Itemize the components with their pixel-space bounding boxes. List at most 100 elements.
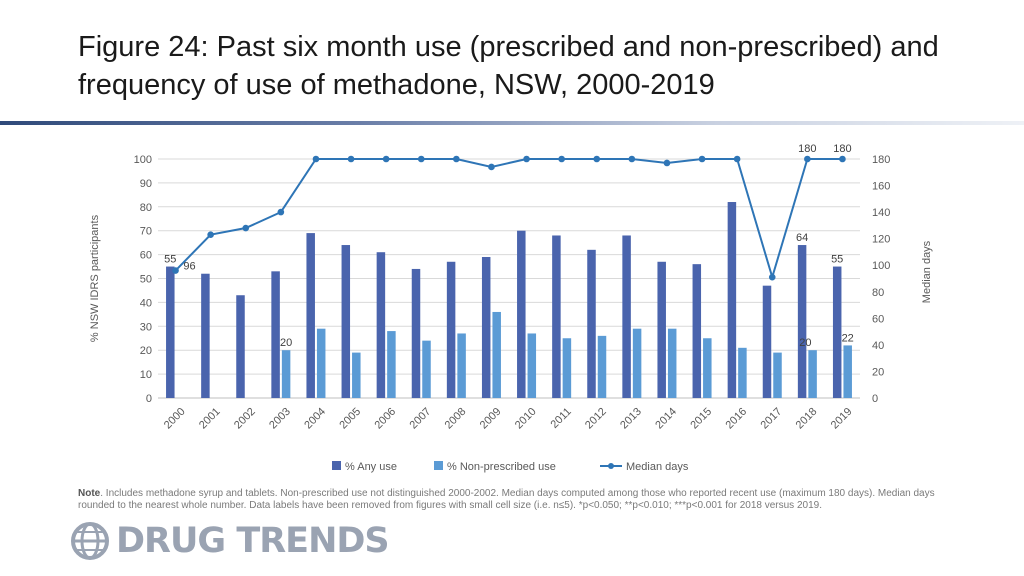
bar-non-prescribed-use: [457, 333, 466, 398]
legend-swatch: [434, 461, 443, 470]
bar-non-prescribed-use: [492, 311, 501, 398]
chart-note: Note. Includes methadone syrup and table…: [78, 488, 958, 512]
y-tick-label: 80: [140, 202, 152, 214]
bar-non-prescribed-use: [422, 340, 431, 398]
median-days-point: [488, 163, 495, 171]
x-tick-label: 2008: [443, 406, 469, 432]
bar-any-use: [622, 235, 631, 398]
x-tick-label: 2006: [372, 406, 398, 432]
globe-icon: [71, 522, 109, 560]
bar-non-prescribed-use: [387, 331, 396, 398]
y-tick-label: 20: [140, 345, 152, 357]
median-days-point: [804, 155, 811, 163]
bar-any-use: [552, 235, 561, 398]
x-tick-label: 2001: [197, 406, 223, 432]
x-tick-label: 2019: [829, 406, 855, 432]
bar-any-use: [166, 266, 175, 398]
median-days-point: [698, 155, 706, 163]
bar-non-prescribed-use: [773, 352, 782, 398]
x-tick-label: 2012: [583, 406, 609, 432]
x-tick-label: 2004: [302, 406, 328, 432]
bar-non-prescribed-use: [667, 328, 677, 398]
y-tick-label: 50: [140, 274, 152, 286]
bar-non-prescribed-use: [632, 328, 642, 398]
median-days-point: [453, 155, 460, 163]
bar-any-use: [201, 273, 210, 398]
bar-any-use: [587, 249, 596, 398]
bar-non-prescribed-use: [843, 345, 852, 398]
y-axis-label: % NSW IDRS participants: [89, 214, 101, 342]
legend-swatch: [332, 461, 341, 470]
y-tick-label: 70: [140, 226, 152, 238]
bar-non-prescribed-use: [808, 350, 817, 398]
x-tick-label: 2003: [267, 406, 293, 432]
bar-non-prescribed-use: [316, 328, 326, 398]
legend-label: Median days: [626, 461, 689, 473]
y2-tick-label: 40: [872, 340, 884, 352]
median-days-line: [174, 158, 843, 281]
median-days-point: [593, 155, 601, 163]
bar-any-use: [376, 252, 386, 398]
median-days-point: [417, 155, 425, 163]
bar-any-use: [762, 285, 772, 398]
bar-non-prescribed-use: [597, 335, 607, 398]
bar-non-prescribed-use: [562, 338, 572, 398]
bar-any-use: [271, 271, 280, 398]
y-tick-label: 0: [146, 393, 152, 405]
methadone-chart: 0 10 20 30 40 50 60 70 80 90 100 0 20 40 60 80 100 120 140…: [89, 143, 933, 473]
x-tick-label: 2015: [688, 406, 714, 432]
note-label: Note: [78, 488, 101, 499]
bar-any-use: [727, 202, 737, 398]
y-tick-label: 10: [140, 369, 152, 381]
x-tick-label: 2013: [618, 406, 644, 432]
y2-tick-label: 0: [872, 393, 878, 405]
y2-tick-label: 80: [872, 287, 884, 299]
bar-any-use: [797, 245, 807, 398]
data-label: 96: [183, 261, 195, 273]
data-label: 55: [164, 254, 176, 266]
median-days-point: [768, 273, 776, 281]
page-title: Figure 24: Past six month use (prescribe…: [78, 31, 939, 101]
bar-any-use: [832, 266, 842, 398]
bar-any-use: [657, 261, 666, 398]
x-tick-label: 2000: [162, 406, 188, 432]
y-tick-label: 90: [140, 178, 152, 190]
median-days-point: [242, 224, 250, 232]
median-days-point: [523, 155, 530, 163]
legend-label: % Any use: [345, 461, 397, 473]
x-tick-label: 2007: [408, 406, 434, 432]
bar-any-use: [517, 230, 526, 398]
data-label: 55: [831, 254, 843, 266]
bar-any-use: [481, 256, 491, 398]
data-label: 22: [842, 332, 854, 344]
y2-tick-label: 20: [872, 366, 884, 378]
median-days-point: [733, 155, 741, 163]
y-tick-label: 100: [134, 154, 152, 166]
bar-any-use: [446, 261, 456, 398]
title-divider: [0, 121, 1024, 125]
median-days-point: [277, 208, 285, 216]
x-tick-label: 2014: [653, 406, 679, 432]
bar-non-prescribed-use: [281, 350, 291, 398]
bar-any-use: [411, 268, 421, 398]
y-tick-label: 30: [140, 321, 152, 333]
x-tick-label: 2010: [513, 406, 539, 432]
y2-tick-label: 140: [872, 207, 890, 219]
bar-any-use: [306, 233, 315, 398]
median-days-point: [312, 155, 320, 163]
x-tick-label: 2011: [549, 406, 574, 431]
data-label: 180: [798, 143, 816, 155]
median-days-point: [172, 267, 179, 274]
data-label: 20: [280, 337, 292, 349]
bar-non-prescribed-use: [527, 333, 537, 398]
data-label: 180: [833, 143, 851, 155]
x-tick-label: 2018: [794, 406, 820, 432]
median-days-point: [207, 231, 214, 238]
legend-label: % Non-prescribed use: [447, 461, 556, 473]
bar-any-use: [341, 245, 351, 398]
x-tick-label: 2005: [337, 406, 363, 432]
y2-tick-label: 120: [872, 234, 890, 246]
median-days-point: [347, 155, 355, 163]
median-days-point: [839, 155, 846, 163]
data-label: 20: [799, 337, 811, 349]
